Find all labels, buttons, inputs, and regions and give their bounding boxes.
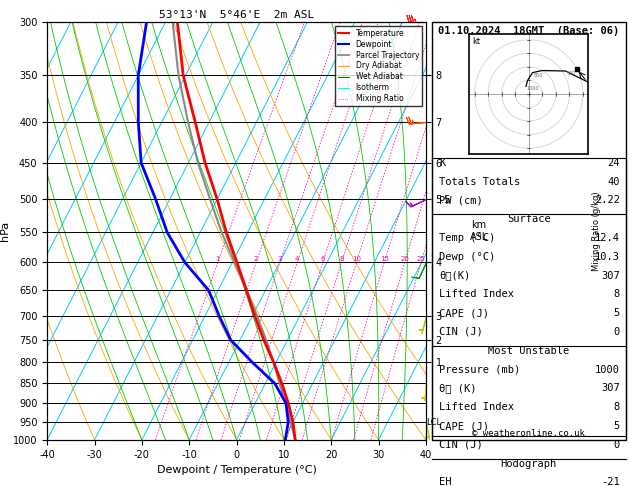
- Text: 24: 24: [608, 157, 620, 168]
- Text: 0: 0: [614, 440, 620, 450]
- Text: PW (cm): PW (cm): [440, 195, 483, 205]
- Text: 2: 2: [254, 257, 259, 262]
- Text: 01.10.2024  18GMT  (Base: 06): 01.10.2024 18GMT (Base: 06): [438, 26, 620, 36]
- Text: 10: 10: [352, 257, 361, 262]
- Text: K: K: [440, 157, 446, 168]
- Text: CAPE (J): CAPE (J): [440, 421, 489, 431]
- Text: © weatheronline.co.uk: © weatheronline.co.uk: [472, 429, 585, 438]
- Text: 8: 8: [339, 257, 343, 262]
- Text: Dewp (°C): Dewp (°C): [440, 252, 496, 262]
- Text: 25: 25: [416, 257, 425, 262]
- Text: Surface: Surface: [507, 214, 550, 224]
- Text: Lifted Index: Lifted Index: [440, 289, 515, 299]
- Text: θᴇ(K): θᴇ(K): [440, 271, 470, 280]
- Text: Totals Totals: Totals Totals: [440, 176, 521, 187]
- Text: LCL: LCL: [426, 417, 441, 427]
- Legend: Temperature, Dewpoint, Parcel Trajectory, Dry Adiabat, Wet Adiabat, Isotherm, Mi: Temperature, Dewpoint, Parcel Trajectory…: [335, 26, 422, 106]
- Text: Hodograph: Hodograph: [501, 459, 557, 469]
- Text: θᴇ (K): θᴇ (K): [440, 383, 477, 393]
- Text: CIN (J): CIN (J): [440, 327, 483, 337]
- Text: 6: 6: [321, 257, 325, 262]
- Y-axis label: km
ASL: km ASL: [470, 220, 488, 242]
- Y-axis label: hPa: hPa: [0, 221, 10, 241]
- Text: 307: 307: [601, 383, 620, 393]
- Text: 0: 0: [614, 327, 620, 337]
- Text: 10.3: 10.3: [595, 252, 620, 262]
- Text: 2.22: 2.22: [595, 195, 620, 205]
- Text: 5: 5: [614, 421, 620, 431]
- Text: 12.4: 12.4: [595, 233, 620, 243]
- Text: 1000: 1000: [595, 364, 620, 375]
- Text: 3: 3: [277, 257, 282, 262]
- Title: 53°13'N  5°46'E  2m ASL: 53°13'N 5°46'E 2m ASL: [159, 10, 314, 20]
- Text: 40: 40: [608, 176, 620, 187]
- Text: 5: 5: [614, 308, 620, 318]
- X-axis label: Dewpoint / Temperature (°C): Dewpoint / Temperature (°C): [157, 465, 316, 475]
- Text: 8: 8: [614, 289, 620, 299]
- Text: Mixing Ratio (g/kg): Mixing Ratio (g/kg): [592, 191, 601, 271]
- Text: 15: 15: [380, 257, 389, 262]
- Text: CAPE (J): CAPE (J): [440, 308, 489, 318]
- Text: 4: 4: [295, 257, 299, 262]
- Text: 20: 20: [400, 257, 409, 262]
- Text: EH: EH: [440, 477, 452, 486]
- Text: CIN (J): CIN (J): [440, 440, 483, 450]
- Text: Temp (°C): Temp (°C): [440, 233, 496, 243]
- Text: 307: 307: [601, 271, 620, 280]
- Text: Lifted Index: Lifted Index: [440, 402, 515, 412]
- Text: Most Unstable: Most Unstable: [488, 346, 569, 356]
- Text: -21: -21: [601, 477, 620, 486]
- Text: 1: 1: [216, 257, 220, 262]
- Text: Pressure (mb): Pressure (mb): [440, 364, 521, 375]
- Text: 8: 8: [614, 402, 620, 412]
